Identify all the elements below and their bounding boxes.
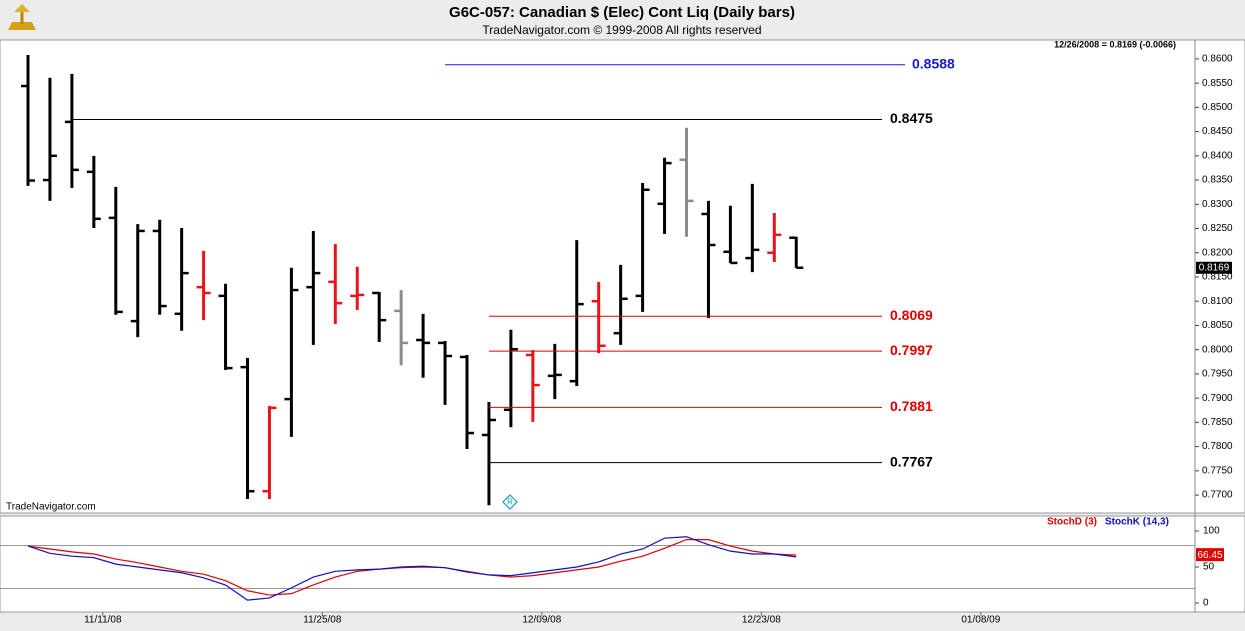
y-tick-label: 0.8350 [1202, 175, 1233, 186]
x-tick-label: 11/25/08 [303, 615, 342, 626]
x-tick-label: 12/23/08 [742, 615, 781, 626]
y-tick-label: 0.7900 [1202, 393, 1233, 404]
y-tick-label: 100 [1203, 526, 1220, 537]
legend-entry: StochK (14,3) [1105, 517, 1169, 528]
value-box-label: 66.45 [1197, 550, 1222, 561]
x-tick-label: 12/09/08 [522, 615, 561, 626]
y-tick-label: 0.8200 [1202, 247, 1233, 258]
level-label: 0.8588 [912, 55, 955, 71]
level-label: 0.8475 [890, 110, 933, 126]
logo [8, 4, 36, 30]
price-box-label: 0.8169 [1199, 262, 1230, 273]
y-tick-label: 0.7950 [1202, 369, 1233, 380]
y-tick-label: 0.7800 [1202, 441, 1233, 452]
r-marker: R [502, 494, 518, 510]
y-tick-label: 0.8400 [1202, 150, 1233, 161]
quote: 12/26/2008 = 0.8169 (-0.0066) [1054, 39, 1176, 49]
level-label: 0.7767 [890, 453, 933, 469]
chart-title: G6C-057: Canadian $ (Elec) Cont Liq (Dai… [449, 4, 795, 21]
y-tick-label: 0 [1203, 598, 1209, 609]
value-box [1196, 548, 1224, 562]
source: TradeNavigator.com [6, 502, 96, 513]
stoch-line [27, 539, 797, 596]
price-panel [0, 39, 1245, 514]
y-tick-label: 0.8450 [1202, 126, 1233, 137]
y-tick-label: 50 [1203, 562, 1215, 573]
y-tick-label: 0.8150 [1202, 272, 1233, 283]
y-tick-label: 0.8500 [1202, 102, 1233, 113]
y-tick-label: 0.8550 [1202, 78, 1233, 89]
legend-entry: StochD (3) [1047, 517, 1097, 528]
svg-text:R: R [507, 498, 513, 507]
y-tick-label: 0.8250 [1202, 223, 1233, 234]
y-tick-label: 0.7850 [1202, 417, 1233, 428]
y-tick-label: 0.8100 [1202, 296, 1233, 307]
chart-subtitle: TradeNavigator.com © 1999-2008 All right… [482, 23, 761, 37]
level-label: 0.7881 [890, 398, 933, 414]
y-tick-label: 0.7700 [1202, 490, 1233, 501]
y-tick-label: 0.8050 [1202, 320, 1233, 331]
stoch-line [27, 536, 797, 601]
level-label: 0.8069 [890, 307, 933, 323]
y-tick-label: 0.8000 [1202, 344, 1233, 355]
x-tick-label: 01/08/09 [961, 615, 1000, 626]
y-tick-label: 0.8600 [1202, 54, 1233, 65]
y-tick-label: 0.7750 [1202, 465, 1233, 476]
y-tick-label: 0.8300 [1202, 199, 1233, 210]
stoch-panel [0, 515, 1245, 613]
x-tick-label: 11/11/08 [84, 615, 122, 626]
level-label: 0.7997 [890, 342, 933, 358]
price-box [1196, 261, 1232, 274]
